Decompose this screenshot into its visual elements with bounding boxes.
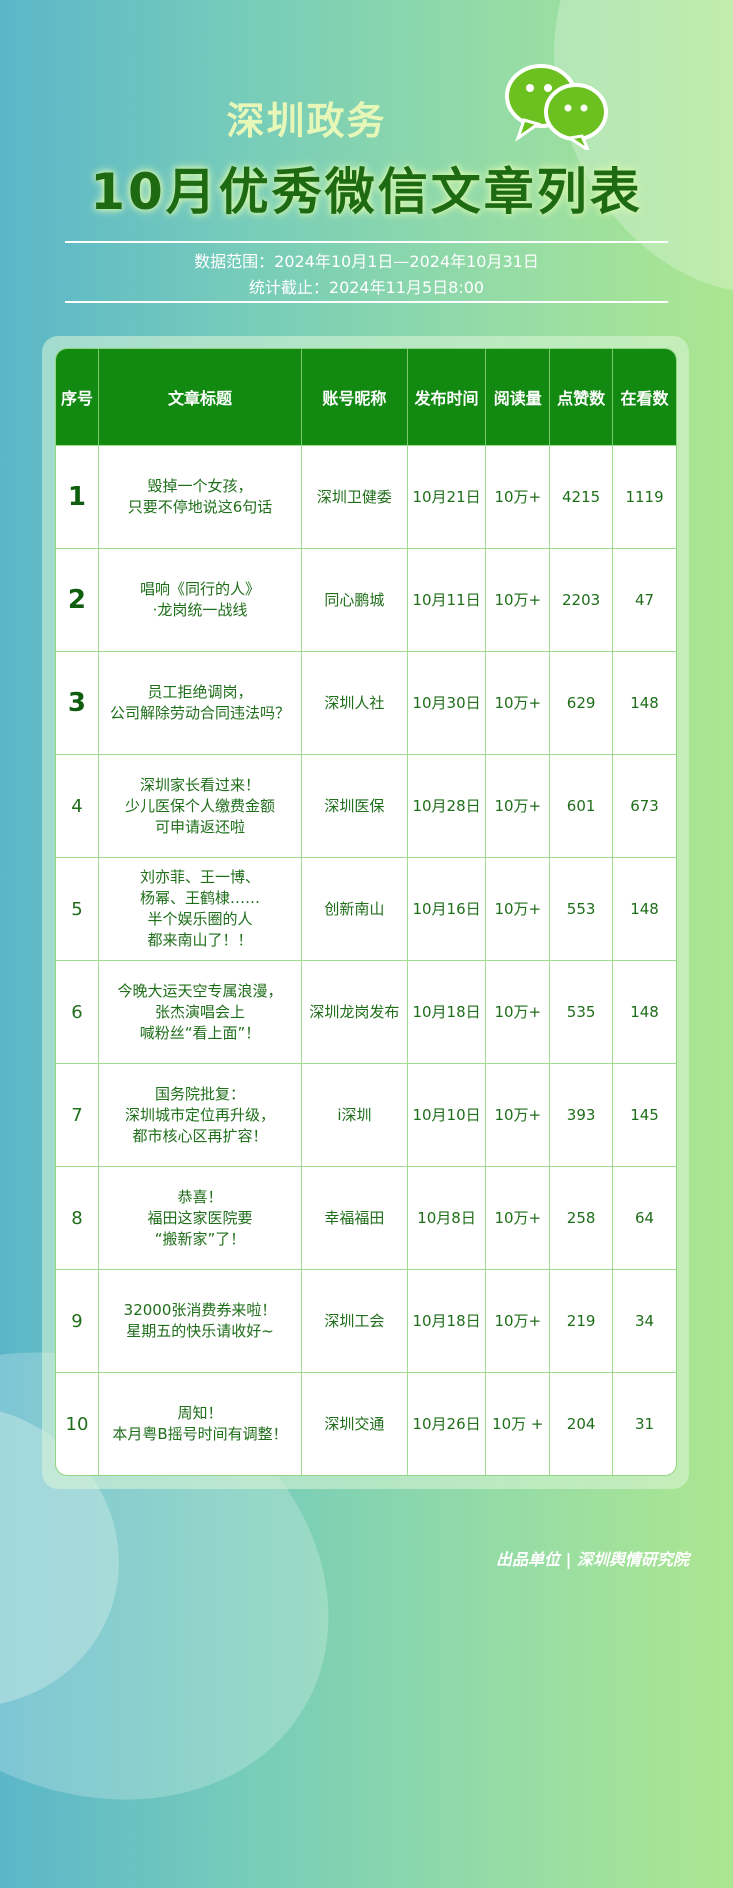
column-header-account: 账号昵称: [302, 349, 408, 445]
articles-table: 序号 文章标题 账号昵称 发布时间 阅读量 点赞数 在看数 1 毁掉一个女孩， 只要不停地说这…: [55, 348, 677, 1476]
wechat-icon: [505, 64, 608, 150]
table-header: 序号 文章标题 账号昵称 发布时间 阅读量 点赞数 在看数: [56, 349, 676, 445]
cell-reads: 10万+: [486, 1269, 551, 1372]
cell-reads: 10万+: [486, 548, 551, 651]
cell-rank: 8: [56, 1166, 99, 1269]
cell-watching: 1119: [613, 445, 676, 548]
cell-likes: 2203: [550, 548, 614, 651]
cell-watching: 47: [613, 548, 676, 651]
divider: [65, 301, 668, 303]
cell-title: 刘亦菲、王一博、 杨幂、王鹤棣…… 半个娱乐圈的人 都来南山了！！: [98, 857, 303, 960]
cell-date: 10月18日: [407, 1269, 487, 1372]
table-row: 2 唱响《同行的人》 ·龙岗统一战线 同心鹏城 10月11日 10万+ 2203 47: [56, 548, 676, 651]
column-header-likes: 点赞数: [550, 349, 614, 445]
cell-title: 员工拒绝调岗， 公司解除劳动合同违法吗？: [98, 651, 303, 754]
cell-likes: 629: [550, 651, 614, 754]
cell-rank: 10: [56, 1372, 99, 1475]
cell-likes: 204: [550, 1372, 614, 1475]
cell-account: 深圳龙岗发布: [302, 960, 408, 1063]
cell-account: 深圳卫健委: [302, 445, 408, 548]
table-row: 6 今晚大运天空专属浪漫， 张杰演唱会上 喊粉丝“看上面”！ 深圳龙岗发布 10月18…: [56, 960, 676, 1063]
cell-reads: 10万+: [486, 1166, 551, 1269]
cell-date: 10月10日: [407, 1063, 487, 1166]
cell-rank: 3: [56, 651, 99, 754]
cell-watching: 31: [613, 1372, 676, 1475]
cell-watching: 148: [613, 651, 676, 754]
cell-reads: 10万+: [486, 651, 551, 754]
cell-reads: 10万+: [486, 1063, 551, 1166]
cell-account: 深圳医保: [302, 754, 408, 857]
cell-account: 同心鹏城: [302, 548, 408, 651]
data-range: 数据范围：2024年10月1日—2024年10月31日: [194, 252, 539, 271]
cell-likes: 219: [550, 1269, 614, 1372]
cell-title: 恭喜！ 福田这家医院要 “搬新家”了！: [98, 1166, 303, 1269]
cell-rank: 5: [56, 857, 99, 960]
divider: [65, 241, 668, 243]
cutoff-time: 统计截止：2024年11月5日8:00: [248, 278, 485, 297]
cell-title: 国务院批复： 深圳城市定位再升级， 都市核心区再扩容！: [98, 1063, 303, 1166]
cell-reads: 10万+: [486, 445, 551, 548]
column-header-reads: 阅读量: [486, 349, 551, 445]
cell-title: 32000张消费券来啦！ 星期五的快乐请收好~: [98, 1269, 303, 1372]
cell-date: 10月8日: [407, 1166, 487, 1269]
cell-title: 深圳家长看过来！ 少儿医保个人缴费金额 可申请返还啦: [98, 754, 303, 857]
cell-title: 毁掉一个女孩， 只要不停地说这6句话: [98, 445, 303, 548]
cell-rank: 2: [56, 548, 99, 651]
cell-likes: 258: [550, 1166, 614, 1269]
cell-rank: 7: [56, 1063, 99, 1166]
cell-title: 唱响《同行的人》 ·龙岗统一战线: [98, 548, 303, 651]
column-header-rank: 序号: [56, 349, 99, 445]
cell-date: 10月30日: [407, 651, 487, 754]
table-row: 4 深圳家长看过来！ 少儿医保个人缴费金额 可申请返还啦 深圳医保 10月28日 10万…: [56, 754, 676, 857]
table-row: 10 周知！ 本月粤B摇号时间有调整！ 深圳交通 10月26日 10万 +204 31: [56, 1372, 676, 1475]
column-header-watching: 在看数: [613, 349, 676, 445]
cell-rank: 9: [56, 1269, 99, 1372]
cell-watching: 148: [613, 857, 676, 960]
table-row: 1 毁掉一个女孩， 只要不停地说这6句话 深圳卫健委 10月21日 10万+ 4215 11…: [56, 445, 676, 548]
table-row: 5 刘亦菲、王一博、 杨幂、王鹤棣…… 半个娱乐圈的人 都来南山了！！ 创新南山 10…: [56, 857, 676, 960]
cell-title: 周知！ 本月粤B摇号时间有调整！: [98, 1372, 303, 1475]
cell-account: 深圳工会: [302, 1269, 408, 1372]
cell-likes: 553: [550, 857, 614, 960]
table-row: 9 32000张消费券来啦！ 星期五的快乐请收好~ 深圳工会 10月18日 10万+ 21…: [56, 1269, 676, 1372]
cell-account: 深圳人社: [302, 651, 408, 754]
cell-watching: 145: [613, 1063, 676, 1166]
cell-date: 10月16日: [407, 857, 487, 960]
cell-rank: 6: [56, 960, 99, 1063]
cell-reads: 10万+: [486, 754, 551, 857]
column-header-date: 发布时间: [407, 349, 487, 445]
cell-likes: 601: [550, 754, 614, 857]
cell-date: 10月28日: [407, 754, 487, 857]
footer-credit: 出品单位 | 深圳舆情研究院: [496, 1550, 689, 1569]
cell-date: 10月21日: [407, 445, 487, 548]
cell-watching: 673: [613, 754, 676, 857]
cell-likes: 4215: [550, 445, 614, 548]
cell-likes: 535: [550, 960, 614, 1063]
cell-watching: 34: [613, 1269, 676, 1372]
cell-reads: 10万+: [486, 857, 551, 960]
table-row: 8 恭喜！ 福田这家医院要 “搬新家”了！ 幸福福田 10月8日 10万+ 258 64: [56, 1166, 676, 1269]
cell-likes: 393: [550, 1063, 614, 1166]
cell-watching: 64: [613, 1166, 676, 1269]
cell-account: 幸福福田: [302, 1166, 408, 1269]
table-row: 7 国务院批复： 深圳城市定位再升级， 都市核心区再扩容！ i深圳 10月10日 10万…: [56, 1063, 676, 1166]
cell-watching: 148: [613, 960, 676, 1063]
cell-title: 今晚大运天空专属浪漫， 张杰演唱会上 喊粉丝“看上面”！: [98, 960, 303, 1063]
cell-rank: 1: [56, 445, 99, 548]
cell-account: 创新南山: [302, 857, 408, 960]
cell-account: 深圳交通: [302, 1372, 408, 1475]
cell-date: 10月11日: [407, 548, 487, 651]
cell-date: 10月26日: [407, 1372, 487, 1475]
cell-reads: 10万 +: [486, 1372, 551, 1475]
cell-rank: 4: [56, 754, 99, 857]
title-line1: 深圳政务: [226, 99, 387, 143]
cell-date: 10月18日: [407, 960, 487, 1063]
cell-account: i深圳: [302, 1063, 408, 1166]
column-header-title: 文章标题: [98, 349, 303, 445]
title-line2: 10月优秀微信文章列表: [90, 163, 643, 221]
cell-reads: 10万+: [486, 960, 551, 1063]
table-row: 3 员工拒绝调岗， 公司解除劳动合同违法吗？ 深圳人社 10月30日 10万+ 629 14…: [56, 651, 676, 754]
